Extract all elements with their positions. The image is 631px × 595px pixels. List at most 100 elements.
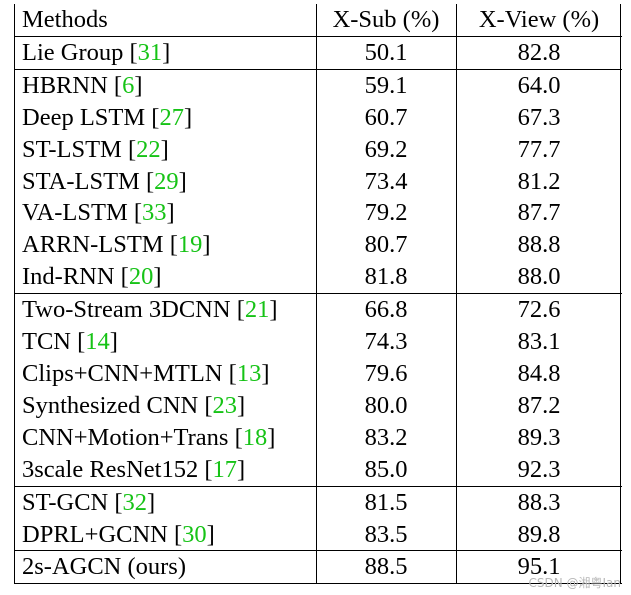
- x-sub-value: 88.5: [316, 550, 456, 585]
- method-name: ST-LSTM: [22, 135, 122, 163]
- x-view-value: 88.8: [517, 231, 561, 259]
- x-sub-value: 59.1: [316, 68, 456, 102]
- header-x-view: X-View (%): [478, 6, 600, 33]
- x-sub-value: 80.7: [364, 231, 408, 259]
- citation-link[interactable]: 27: [159, 103, 184, 131]
- x-view-value: 87.7: [517, 199, 561, 227]
- table-row: TCN [14] 74.3 83.1: [14, 326, 622, 358]
- x-view-value: 95.1: [456, 550, 622, 585]
- x-view-value: 83.1: [517, 328, 561, 356]
- method-cell: STA-LSTM [29]: [22, 167, 187, 195]
- method-name: DPRL+GCNN: [22, 520, 168, 548]
- results-table: Methods X-Sub (%) X-View (%) Lie Group […: [14, 4, 622, 585]
- method-name: Two-Stream 3DCNN: [22, 296, 231, 324]
- x-view-value: 72.6: [456, 293, 622, 327]
- method-name: Ind-RNN: [22, 263, 115, 291]
- table-row: ST-GCN [32] 81.5 88.3: [14, 485, 622, 519]
- method-cell: ARRN-LSTM [19]: [22, 231, 211, 259]
- citation-link[interactable]: 19: [177, 231, 203, 259]
- x-view-value: 64.0: [456, 68, 622, 102]
- header-x-sub: X-Sub (%): [332, 6, 440, 33]
- results-table-wrapper: Methods X-Sub (%) X-View (%) Lie Group […: [14, 4, 622, 585]
- method-cell: ST-LSTM [22]: [22, 135, 169, 163]
- table-border-right: [620, 4, 622, 585]
- x-sub-value: 60.7: [364, 103, 408, 131]
- method-cell: Ind-RNN [20]: [22, 263, 162, 291]
- column-divider-1: [316, 4, 317, 585]
- method-cell: 3scale ResNet152 [17]: [22, 455, 246, 483]
- table-header: Methods X-Sub (%) X-View (%): [14, 4, 622, 36]
- citation-link[interactable]: 33: [142, 199, 167, 227]
- x-sub-value: 79.2: [364, 199, 408, 227]
- citation-link[interactable]: 31: [137, 38, 163, 66]
- method-name: Clips+CNN+MTLN: [22, 359, 223, 387]
- method-cell: Deep LSTM [27]: [22, 103, 193, 131]
- method-name: Lie Group: [22, 38, 124, 66]
- method-name: 3scale ResNet152: [22, 455, 199, 483]
- x-sub-value: 50.1: [316, 35, 456, 70]
- citation-link[interactable]: 29: [154, 167, 179, 195]
- citation-link[interactable]: 18: [242, 423, 268, 451]
- method-cell: TCN [14]: [22, 328, 118, 356]
- x-view-value: 88.0: [517, 263, 561, 291]
- x-view-value: 81.2: [517, 167, 561, 195]
- x-sub-value: 83.2: [364, 423, 408, 451]
- method-name: ARRN-LSTM: [22, 231, 164, 259]
- method-name: Deep LSTM: [22, 103, 146, 131]
- x-sub-value: 79.6: [364, 359, 408, 387]
- method-name: Synthesized CNN: [22, 391, 199, 419]
- citation-link[interactable]: 17: [212, 455, 238, 483]
- table-row: Clips+CNN+MTLN [13] 79.6 84.8: [14, 358, 622, 390]
- method-name: 2s-AGCN (ours): [22, 553, 186, 581]
- x-sub-value: 73.4: [364, 167, 408, 195]
- watermark: CSDN @湘粤Ian: [528, 576, 621, 590]
- citation-link[interactable]: 30: [182, 520, 207, 548]
- method-name: ST-GCN: [22, 488, 109, 516]
- table-row: 3scale ResNet152 [17] 85.0 92.3: [14, 454, 622, 486]
- method-cell: Clips+CNN+MTLN [13]: [22, 359, 270, 387]
- method-cell: VA-LSTM [33]: [22, 199, 175, 227]
- citation-link[interactable]: 14: [85, 328, 110, 356]
- table-row: 2s-AGCN (ours) 88.5 95.1: [14, 550, 622, 585]
- method-cell: 2s-AGCN (ours): [14, 550, 316, 585]
- method-name: STA-LSTM: [22, 167, 140, 195]
- table-row: HBRNN [6] 59.1 64.0: [14, 68, 622, 102]
- citation-link[interactable]: 23: [212, 391, 238, 419]
- x-sub-value: 74.3: [364, 328, 408, 356]
- column-divider-2: [456, 4, 457, 585]
- x-sub-value: 66.8: [316, 293, 456, 327]
- citation-link[interactable]: 6: [122, 71, 135, 99]
- citation-link[interactable]: 20: [128, 263, 154, 291]
- citation-link[interactable]: 22: [136, 135, 161, 163]
- x-sub-value: 85.0: [364, 455, 408, 483]
- method-cell: CNN+Motion+Trans [18]: [22, 423, 276, 451]
- x-view-value: 88.3: [456, 485, 622, 519]
- table-row: Deep LSTM [27] 60.7 67.3: [14, 102, 622, 134]
- method-name: HBRNN: [22, 71, 108, 99]
- table-row: Synthesized CNN [23] 80.0 87.2: [14, 390, 622, 422]
- method-cell: Synthesized CNN [23]: [22, 391, 246, 419]
- table-row: Lie Group [31] 50.1 82.8: [14, 35, 622, 70]
- method-cell: DPRL+GCNN [30]: [22, 520, 215, 548]
- citation-link[interactable]: 21: [244, 296, 270, 324]
- header-row: Methods X-Sub (%) X-View (%): [14, 4, 622, 36]
- table-row: ARRN-LSTM [19] 80.7 88.8: [14, 229, 622, 261]
- method-name: TCN: [22, 328, 71, 356]
- citation-link[interactable]: 32: [122, 488, 148, 516]
- x-view-value: 84.8: [517, 359, 561, 387]
- method-name: CNN+Motion+Trans: [22, 423, 229, 451]
- x-sub-value: 81.5: [316, 485, 456, 519]
- table-row: DPRL+GCNN [30] 83.5 89.8: [14, 519, 622, 551]
- method-cell: Lie Group [31]: [14, 35, 316, 70]
- table-row: VA-LSTM [33] 79.2 87.7: [14, 197, 622, 229]
- table-row: Ind-RNN [20] 81.8 88.0: [14, 261, 622, 293]
- citation-link[interactable]: 13: [236, 359, 262, 387]
- x-sub-value: 69.2: [364, 135, 408, 163]
- x-view-value: 77.7: [517, 135, 561, 163]
- method-name: VA-LSTM: [22, 199, 128, 227]
- table-border-left: [14, 4, 15, 585]
- x-sub-value: 83.5: [364, 520, 408, 548]
- x-sub-value: 80.0: [364, 391, 408, 419]
- table-body: Lie Group [31] 50.1 82.8 HBRNN [6] 59.1 64.0 D…: [14, 35, 622, 585]
- x-view-value: 92.3: [517, 455, 561, 483]
